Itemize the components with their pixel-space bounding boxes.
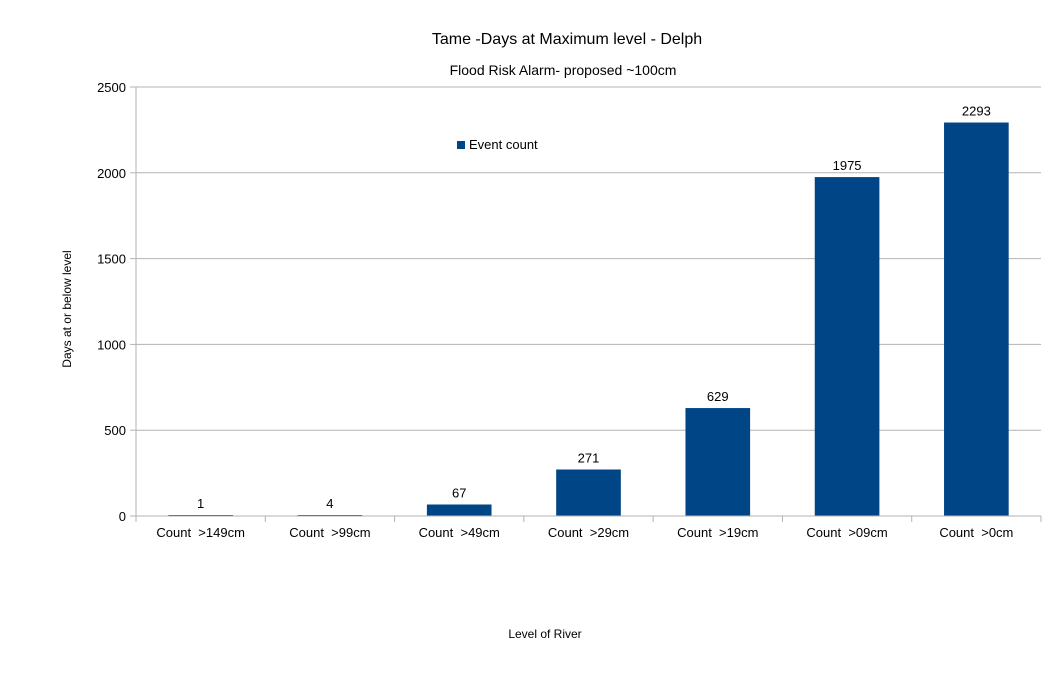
x-tick-label: Count >09cm bbox=[806, 525, 887, 540]
data-label: 67 bbox=[452, 486, 466, 501]
y-tick-label: 500 bbox=[104, 423, 126, 438]
y-tick-label: 1000 bbox=[97, 337, 126, 352]
y-tick-label: 0 bbox=[119, 509, 126, 524]
x-tick-label: Count >0cm bbox=[939, 525, 1013, 540]
x-tick-label: Count >99cm bbox=[289, 525, 370, 540]
axes bbox=[135, 87, 1041, 517]
x-tick-label: Count >29cm bbox=[548, 525, 629, 540]
y-tick-label: 1500 bbox=[97, 252, 126, 267]
data-label: 1 bbox=[197, 496, 204, 511]
legend-swatch-event-count bbox=[457, 141, 465, 149]
data-label: 271 bbox=[578, 450, 600, 465]
data-label: 4 bbox=[326, 496, 333, 511]
bar bbox=[944, 122, 1009, 516]
y-axis-ticks: 0 500 1000 1500 2000 2500 bbox=[97, 80, 136, 524]
x-tick-label: Count >149cm bbox=[156, 525, 245, 540]
y-tick-label: 2500 bbox=[97, 80, 126, 95]
bars: 1 4 67 271 629 1975 2293 bbox=[168, 104, 1009, 516]
data-label: 629 bbox=[707, 389, 729, 404]
chart-title: Tame -Days at Maximum level - Delph bbox=[432, 31, 702, 48]
bar bbox=[426, 504, 492, 516]
x-axis-title: Level of River bbox=[508, 627, 581, 641]
x-tick-label: Count >49cm bbox=[419, 525, 500, 540]
legend: Event count bbox=[457, 137, 538, 152]
data-label: 1975 bbox=[833, 158, 862, 173]
bar bbox=[685, 408, 751, 516]
y-tick-label: 2000 bbox=[97, 166, 126, 181]
chart-subtitle: Flood Risk Alarm- proposed ~100cm bbox=[450, 62, 677, 78]
x-axis-ticks: Count >149cm Count >99cm Count >49cm Count … bbox=[135, 516, 1042, 540]
bar bbox=[556, 469, 621, 516]
y-axis-title: Days at or below level bbox=[60, 250, 74, 367]
bar bbox=[814, 177, 880, 516]
data-label: 2293 bbox=[962, 104, 991, 119]
x-tick-label: Count >19cm bbox=[677, 525, 758, 540]
legend-label-event-count: Event count bbox=[469, 137, 538, 152]
